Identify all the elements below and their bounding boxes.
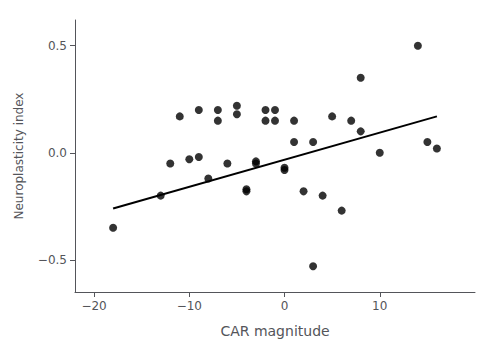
svg-text:−10: −10 [177, 299, 202, 313]
svg-text:−0.5: −0.5 [38, 253, 67, 267]
svg-text:Neuroplasticity index: Neuroplasticity index [12, 93, 26, 220]
svg-text:−20: −20 [81, 299, 106, 313]
svg-text:0.0: 0.0 [48, 146, 67, 160]
svg-text:0.5: 0.5 [48, 39, 67, 53]
svg-text:0: 0 [281, 299, 289, 313]
svg-text:10: 10 [372, 299, 387, 313]
svg-text:CAR magnitude: CAR magnitude [220, 323, 329, 339]
